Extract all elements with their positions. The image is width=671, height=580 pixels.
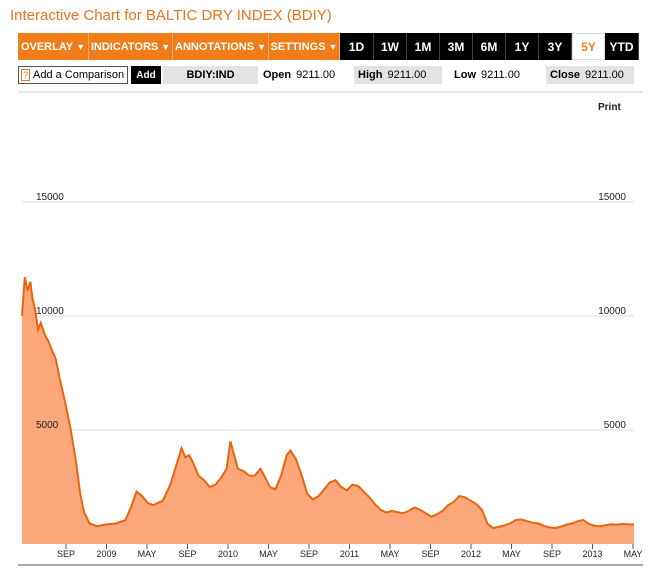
range-3m-button[interactable]: 3M — [440, 33, 473, 60]
x-tick-label: SEP — [543, 549, 561, 559]
range-1w-button[interactable]: 1W — [374, 33, 407, 60]
high-value: 9211.00 — [387, 69, 427, 81]
settings-menu[interactable]: SETTINGS ▼ — [269, 33, 340, 60]
high-label: High — [358, 69, 383, 81]
x-tick-label: 2013 — [582, 549, 602, 559]
x-tick-label: MAY — [624, 549, 643, 559]
range-5y-button[interactable]: 5Y — [572, 33, 605, 60]
x-tick-label: SEP — [57, 549, 75, 559]
x-tick-label: MAY — [381, 549, 400, 559]
range-1y-button[interactable]: 1Y — [506, 33, 539, 60]
low-stat: Low 9211.00 — [454, 66, 544, 84]
indicators-menu-label: INDICATORS — [90, 40, 159, 53]
x-tick-label: SEP — [178, 549, 196, 559]
price-line — [21, 276, 634, 530]
print-button[interactable]: Print — [598, 102, 621, 113]
x-tick-label: MAY — [259, 549, 278, 559]
low-value: 9211.00 — [481, 69, 520, 81]
x-tick-label: 2010 — [218, 549, 238, 559]
y-tick-label-right: 10000 — [598, 306, 626, 317]
x-axis: SEP 2009 MAY SEP 2010 MAY SEP 2011 MAY SEP 2012 MAY… — [57, 544, 642, 559]
settings-menu-label: SETTINGS — [270, 40, 326, 53]
annotations-menu[interactable]: ANNOTATIONS ▼ — [173, 33, 269, 60]
add-comparison-button[interactable]: Add — [131, 66, 161, 84]
range-3y-button[interactable]: 3Y — [539, 33, 572, 60]
ticker-symbol: BDIY:IND — [163, 66, 258, 84]
overlay-menu-label: OVERLAY — [20, 40, 74, 53]
indicators-menu[interactable]: INDICATORS ▼ — [89, 33, 173, 60]
low-label: Low — [454, 69, 476, 81]
chart-toolbar: OVERLAY ▼ INDICATORS ▼ ANNOTATIONS ▼ SETTIN… — [18, 33, 643, 60]
comparison-input[interactable]: ? Add a Comparison — [18, 66, 128, 84]
open-stat: Open 9211.00 — [263, 66, 347, 84]
quote-bar: ? Add a Comparison Add BDIY:IND Open 9211… — [18, 64, 658, 86]
comparison-placeholder: Add a Comparison — [33, 69, 125, 81]
open-label: Open — [263, 69, 292, 81]
y-tick-label-left: 5000 — [36, 420, 59, 431]
x-tick-label: MAY — [502, 549, 521, 559]
x-tick-label: 2009 — [96, 549, 116, 559]
y-tick-label-left: 15000 — [36, 192, 64, 203]
range-1d-button[interactable]: 1D — [340, 33, 374, 60]
y-tick-label-left: 10000 — [36, 306, 64, 317]
range-6m-button[interactable]: 6M — [473, 33, 506, 60]
close-stat: Close 9211.00 — [546, 66, 634, 84]
open-value: 9211.00 — [296, 69, 336, 81]
y-tick-label-right: 15000 — [598, 192, 626, 203]
chevron-down-icon: ▼ — [328, 41, 338, 52]
x-tick-label: 2012 — [461, 549, 481, 559]
range-1m-button[interactable]: 1M — [407, 33, 440, 60]
high-stat: High 9211.00 — [354, 66, 442, 84]
range-ytd-button[interactable]: YTD — [605, 33, 639, 60]
page-title: Interactive Chart for BALTIC DRY INDEX (… — [10, 7, 332, 24]
annotations-menu-label: ANNOTATIONS — [175, 40, 255, 53]
x-tick-label: SEP — [300, 549, 318, 559]
x-tick-label: SEP — [421, 549, 439, 559]
price-area — [22, 277, 634, 544]
y-axis-labels: 5000 5000 10000 10000 15000 15000 — [36, 192, 626, 431]
x-tick-label: 2011 — [340, 549, 359, 559]
close-value: 9211.00 — [584, 69, 624, 81]
overlay-menu[interactable]: OVERLAY ▼ — [18, 33, 89, 60]
y-tick-label-right: 5000 — [604, 420, 627, 431]
help-icon[interactable]: ? — [21, 69, 31, 81]
chevron-down-icon: ▼ — [161, 41, 171, 52]
grid-lines — [22, 201, 634, 431]
chevron-down-icon: ▼ — [257, 41, 266, 52]
close-label: Close — [550, 69, 580, 81]
x-tick-label: MAY — [138, 549, 157, 559]
chevron-down-icon: ▼ — [76, 41, 86, 52]
